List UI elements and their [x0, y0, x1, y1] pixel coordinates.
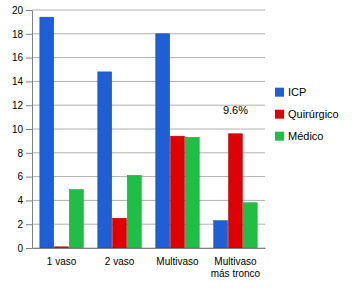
bar — [55, 247, 69, 248]
bar — [69, 190, 83, 248]
y-tick-label: 2 — [17, 219, 23, 230]
y-tick: 18 — [12, 29, 32, 40]
grid — [32, 10, 265, 248]
y-tick: 0 — [17, 243, 32, 254]
bar — [156, 34, 170, 248]
y-tick: 16 — [12, 52, 32, 63]
y-tick-mark — [26, 34, 32, 35]
grid-line — [32, 10, 265, 11]
y-tick-mark — [26, 105, 32, 106]
y-axis: 0 2 4 6 8 10 12 14 16 18 20 — [12, 5, 33, 254]
chart: 0 2 4 6 8 10 12 14 16 18 20 1 vaso 2 vaso Multivaso Mu… — [0, 0, 361, 298]
y-tick-label: 4 — [17, 195, 23, 206]
y-tick-mark — [26, 10, 32, 11]
y-tick-label: 16 — [12, 52, 24, 63]
y-tick-mark — [26, 248, 32, 249]
y-tick: 20 — [12, 5, 32, 16]
x-axis-line — [33, 248, 266, 249]
y-tick: 4 — [17, 195, 32, 206]
x-axis: 1 vaso 2 vaso Multivaso Multivasomás tronco — [33, 248, 266, 279]
x-tick: 2 vaso — [105, 248, 135, 267]
y-tick-mark — [26, 177, 32, 178]
grid-line — [32, 81, 265, 82]
y-tick-label: 14 — [12, 76, 24, 87]
y-tick-mark — [26, 224, 32, 225]
legend-swatch — [275, 110, 284, 119]
legend-item: ICP — [275, 86, 306, 98]
bar — [228, 134, 242, 248]
x-tick-label: 2 vaso — [105, 256, 135, 267]
y-tick-mark — [26, 81, 32, 82]
legend-label: Quirúrgico — [288, 108, 339, 120]
y-tick-mark — [26, 129, 32, 130]
legend-item: Quirúrgico — [275, 108, 339, 120]
legend-label: Médico — [288, 130, 323, 142]
annotation: 9.6% — [223, 104, 248, 116]
y-tick-label: 12 — [12, 100, 24, 111]
grid-line — [32, 57, 265, 58]
x-tick: 1 vaso — [47, 248, 77, 267]
x-tick-label: Multivaso — [156, 256, 199, 267]
bar — [113, 218, 127, 248]
y-tick-label: 8 — [17, 148, 23, 159]
y-tick: 12 — [12, 100, 32, 111]
x-tick-label: Multivasomás tronco — [211, 256, 261, 279]
y-tick-mark — [26, 58, 32, 59]
y-axis-line — [32, 11, 33, 249]
y-tick: 14 — [12, 76, 32, 87]
x-tick: Multivasomás tronco — [211, 248, 261, 279]
y-tick-label: 0 — [17, 243, 23, 254]
plot: 0 2 4 6 8 10 12 14 16 18 20 1 vaso 2 vaso Multivaso Mu… — [12, 5, 266, 279]
y-tick-label: 20 — [12, 5, 24, 16]
x-tick-label: 1 vaso — [47, 256, 77, 267]
y-tick-label: 6 — [17, 171, 23, 182]
bar — [127, 175, 141, 248]
bar — [214, 221, 228, 248]
y-tick: 8 — [17, 148, 32, 159]
y-tick-label: 10 — [12, 124, 24, 135]
bar — [98, 72, 112, 248]
y-tick: 6 — [17, 171, 32, 182]
y-tick: 2 — [17, 219, 32, 230]
legend-swatch — [275, 88, 284, 97]
bar — [243, 203, 257, 248]
bars — [40, 17, 257, 248]
legend: ICP Quirúrgico Médico — [275, 86, 339, 142]
legend-label: ICP — [288, 86, 306, 98]
y-tick-mark — [26, 200, 32, 201]
y-tick-mark — [26, 153, 32, 154]
x-tick: Multivaso — [156, 248, 199, 267]
grid-line — [32, 33, 265, 34]
grid-line — [32, 129, 265, 130]
y-tick: 10 — [12, 124, 32, 135]
bar — [171, 136, 185, 248]
y-tick-label: 18 — [12, 29, 24, 40]
legend-swatch — [275, 132, 284, 141]
bar — [185, 137, 199, 248]
bar — [40, 17, 54, 248]
legend-item: Médico — [275, 130, 323, 142]
